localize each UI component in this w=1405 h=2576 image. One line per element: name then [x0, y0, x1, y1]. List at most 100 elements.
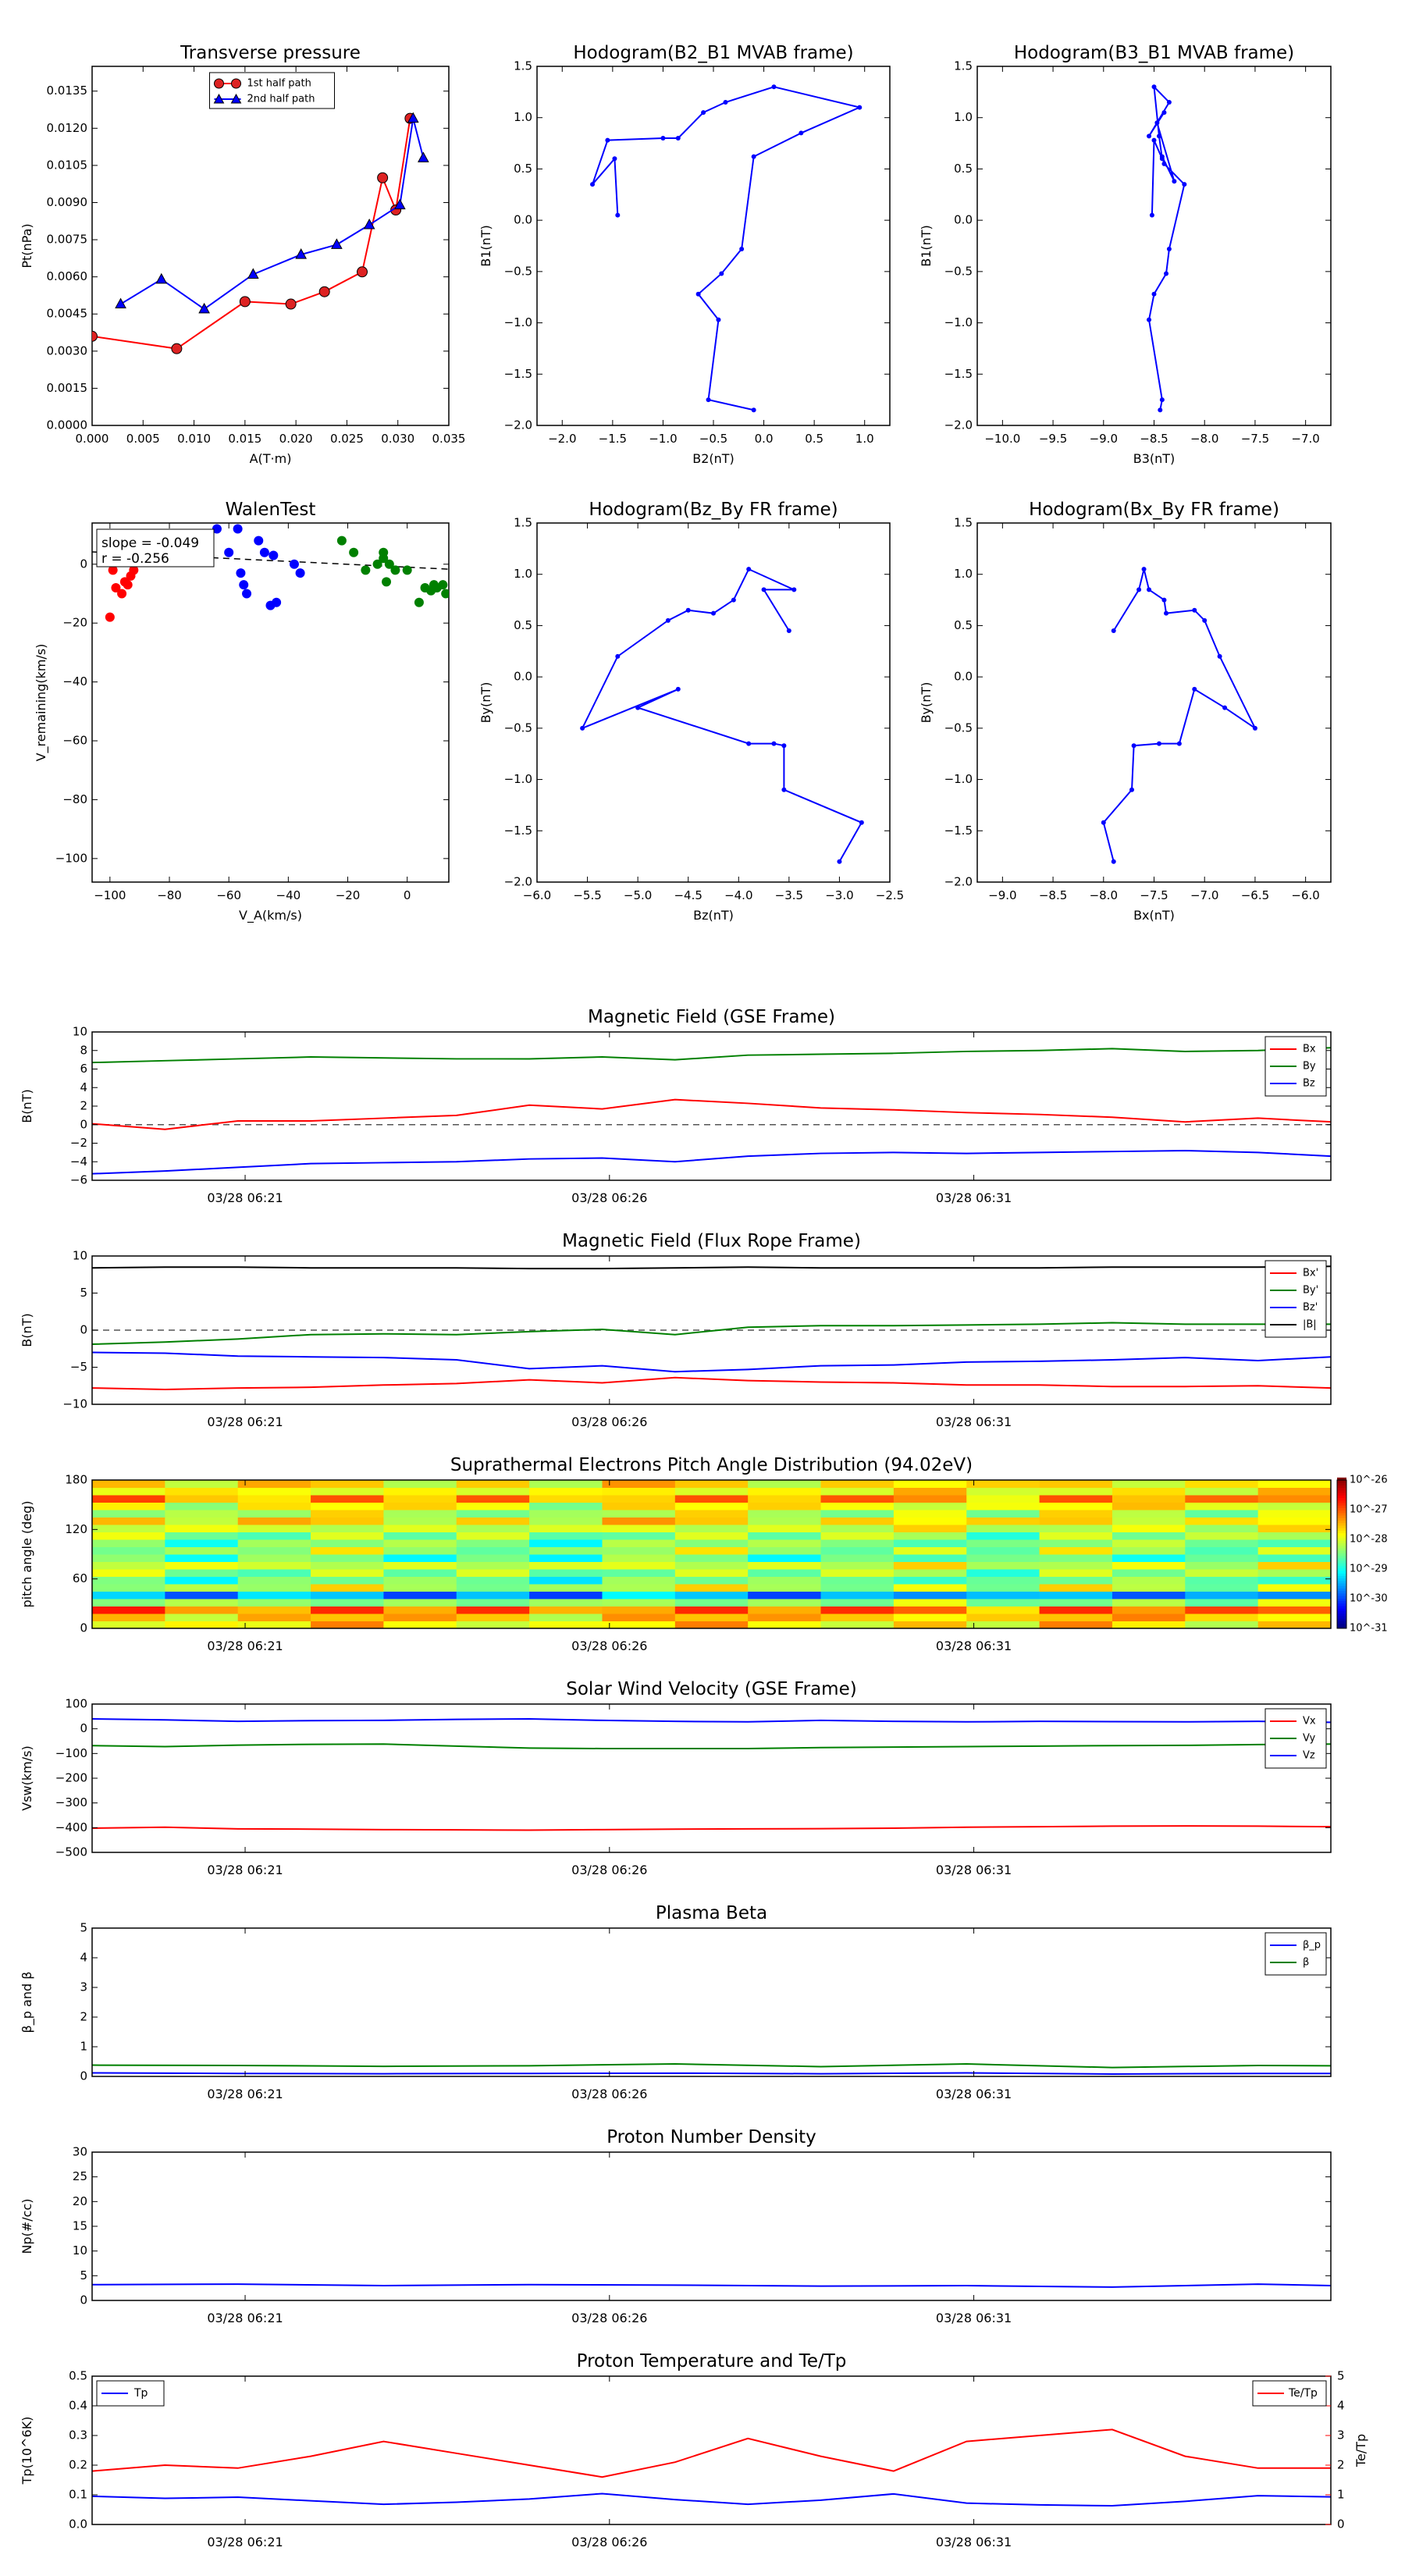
heatmap-cell	[529, 1502, 603, 1510]
heatmap-cell	[966, 1561, 1040, 1570]
heatmap-cell	[311, 1621, 384, 1628]
colorbar-segment	[1337, 1563, 1346, 1566]
heatmap-cell	[1185, 1599, 1259, 1606]
heatmap-cell	[1039, 1539, 1113, 1547]
heatmap-cell	[456, 1539, 530, 1547]
heatmap-cell	[602, 1576, 676, 1585]
heatmap-cell	[748, 1621, 822, 1628]
plot-frame	[91, 66, 450, 426]
data-point	[269, 550, 279, 560]
data-point	[859, 820, 864, 825]
heatmap-cell	[1039, 1517, 1113, 1525]
heatmap-cell	[456, 1614, 530, 1621]
heatmap-cell	[820, 1606, 895, 1614]
heatmap-cell	[1185, 1487, 1259, 1496]
colorbar-segment	[1337, 1528, 1346, 1531]
heatmap-cell	[383, 1532, 457, 1540]
heatmap-cell	[820, 1539, 895, 1547]
heatmap-cell	[966, 1502, 1040, 1510]
heatmap-cell	[602, 1495, 676, 1503]
series-line	[92, 2072, 1331, 2075]
colorbar-segment	[1337, 1497, 1346, 1501]
y-tick-label: 5	[80, 2268, 87, 2282]
heatmap-cell	[456, 1510, 530, 1517]
colorbar-tick-label: 10^-27	[1350, 1504, 1388, 1516]
chart-title: Magnetic Field (Flux Rope Frame)	[562, 1231, 861, 1251]
data-point	[117, 589, 127, 599]
y-tick-label: 1.5	[954, 59, 973, 73]
heatmap-cell	[602, 1614, 676, 1621]
data-point	[1176, 741, 1182, 746]
data-point	[233, 524, 243, 534]
colorbar-segment	[1337, 1567, 1346, 1571]
data-point	[377, 172, 389, 183]
plot-area	[92, 524, 449, 622]
heatmap-cell	[92, 1510, 165, 1517]
heatmap-cell	[237, 1621, 311, 1628]
y-tick-label: −500	[55, 1845, 87, 1859]
heatmap-cell	[1112, 1569, 1186, 1577]
heatmap-cell	[92, 1495, 165, 1503]
heatmap-cell	[1185, 1480, 1259, 1488]
x-tick-label: −4.5	[674, 888, 702, 902]
data-point	[781, 743, 787, 749]
heatmap-cell	[311, 1525, 384, 1532]
heatmap-cell	[674, 1502, 749, 1510]
heatmap-cell	[893, 1599, 967, 1606]
heatmap-cell	[456, 1517, 530, 1525]
colorbar-segment	[1337, 1615, 1346, 1619]
panel-mag_gse: Magnetic Field (GSE Frame) 03/28 06:21 03/…	[20, 1007, 1332, 1205]
x-tick-label: −40	[276, 888, 301, 902]
data-point	[1222, 705, 1228, 710]
heatmap-cell	[456, 1502, 530, 1510]
heatmap-cell	[456, 1599, 530, 1606]
heatmap-cell	[1185, 1525, 1259, 1532]
series-line	[92, 2428, 1331, 2478]
colorbar-segment	[1337, 1603, 1346, 1606]
y-tick-label: 0	[80, 557, 87, 571]
heatmap-cell	[1257, 1584, 1331, 1592]
x-tick-label: 03/28 06:26	[571, 1638, 647, 1653]
x-tick-label: 0.010	[177, 432, 211, 446]
data-point	[272, 597, 282, 607]
x-tick-label: 03/28 06:21	[207, 1863, 283, 1877]
heatmap-cell	[893, 1517, 967, 1525]
y-tick-label: 6	[80, 1062, 87, 1076]
chart-title: Hodogram(Bx_By FR frame)	[1029, 500, 1279, 520]
colorbar-segment	[1337, 1512, 1346, 1516]
heatmap-cell	[820, 1525, 895, 1532]
heatmap-cell	[1039, 1614, 1113, 1621]
heatmap-cell	[1112, 1614, 1186, 1621]
heatmap-cell	[1112, 1599, 1186, 1606]
x-tick-label: −100	[94, 888, 126, 902]
heatmap-cell	[893, 1525, 967, 1532]
data-point	[105, 612, 115, 622]
y-tick-label: −300	[55, 1795, 87, 1809]
series-line	[92, 1047, 1331, 1064]
heatmap-cell	[674, 1614, 749, 1621]
colorbar-segment	[1337, 1500, 1346, 1503]
heatmap-cell	[1185, 1584, 1259, 1592]
data-point	[384, 559, 394, 569]
heatmap-cell	[966, 1591, 1040, 1599]
heatmap-cell	[456, 1480, 530, 1488]
x-tick-label: −3.5	[775, 888, 803, 902]
heatmap-cell	[237, 1517, 311, 1525]
heatmap-cell	[966, 1576, 1040, 1585]
data-point	[259, 547, 269, 557]
panel-walen: WalenTest −100 −80 −60 −40 −20 0 −100 −80 −60 −40 −…	[34, 500, 450, 923]
heatmap-cell	[893, 1495, 967, 1503]
y-tick-label: 0.0060	[47, 269, 88, 283]
heatmap-cell	[456, 1487, 530, 1496]
heatmap-cell	[383, 1569, 457, 1577]
legend: Bx By Bz	[1264, 1036, 1327, 1097]
heatmap-cell	[1039, 1525, 1113, 1532]
data-point	[731, 597, 736, 603]
x-tick-label: 03/28 06:21	[207, 1638, 283, 1653]
x-tick-label: 0.030	[381, 432, 414, 446]
heatmap-cell	[92, 1502, 165, 1510]
colorbar-segment	[1337, 1580, 1346, 1584]
data-point	[1166, 100, 1172, 105]
heatmap-cell	[311, 1502, 384, 1510]
colorbar-segment	[1337, 1515, 1346, 1518]
